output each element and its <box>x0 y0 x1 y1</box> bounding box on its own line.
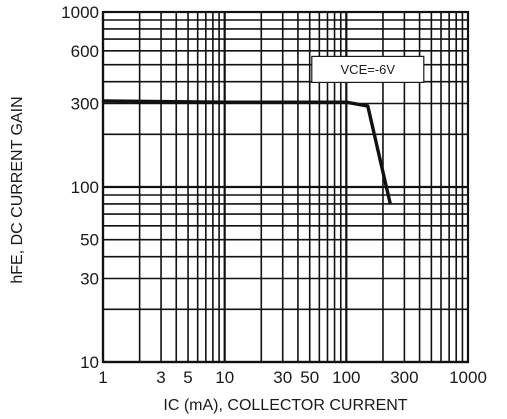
y-tick-label: 10 <box>80 353 99 372</box>
x-axis-label: IC (mA), COLLECTOR CURRENT <box>163 397 407 414</box>
gain-curve-layer <box>102 99 392 205</box>
y-tick-label: 300 <box>71 95 99 114</box>
y-tick-label: 30 <box>80 270 99 289</box>
y-axis-label: hFE, DC CURRENT GAIN <box>9 96 26 283</box>
plot-frame <box>101 10 470 364</box>
y-tick-label: 50 <box>80 231 99 250</box>
annotation-box <box>311 55 425 84</box>
x-tick-label: 10 <box>215 368 234 387</box>
plot-border <box>101 10 470 364</box>
x-tick-label: 300 <box>390 368 418 387</box>
annotation-text: VCE=-6V <box>341 62 396 77</box>
y-tick-label: 1000 <box>61 3 99 22</box>
x-tick-label: 1000 <box>449 368 487 387</box>
y-tick-labels: 10 30 50 100 300 600 1000 <box>61 3 99 372</box>
y-tick-label: 100 <box>71 178 99 197</box>
x-tick-label: 5 <box>183 368 192 387</box>
y-tick-label: 600 <box>71 42 99 61</box>
x-tick-label: 100 <box>332 368 360 387</box>
x-tick-labels: 1 3 5 10 30 50 100 300 1000 <box>98 368 487 387</box>
x-tick-label: 30 <box>273 368 292 387</box>
x-tick-label: 3 <box>156 368 165 387</box>
grid <box>101 12 468 364</box>
x-tick-label: 50 <box>300 368 319 387</box>
annotation-layer: VCE=-6V <box>311 55 425 84</box>
gain-curve <box>102 99 392 205</box>
x-tick-label: 1 <box>98 368 107 387</box>
